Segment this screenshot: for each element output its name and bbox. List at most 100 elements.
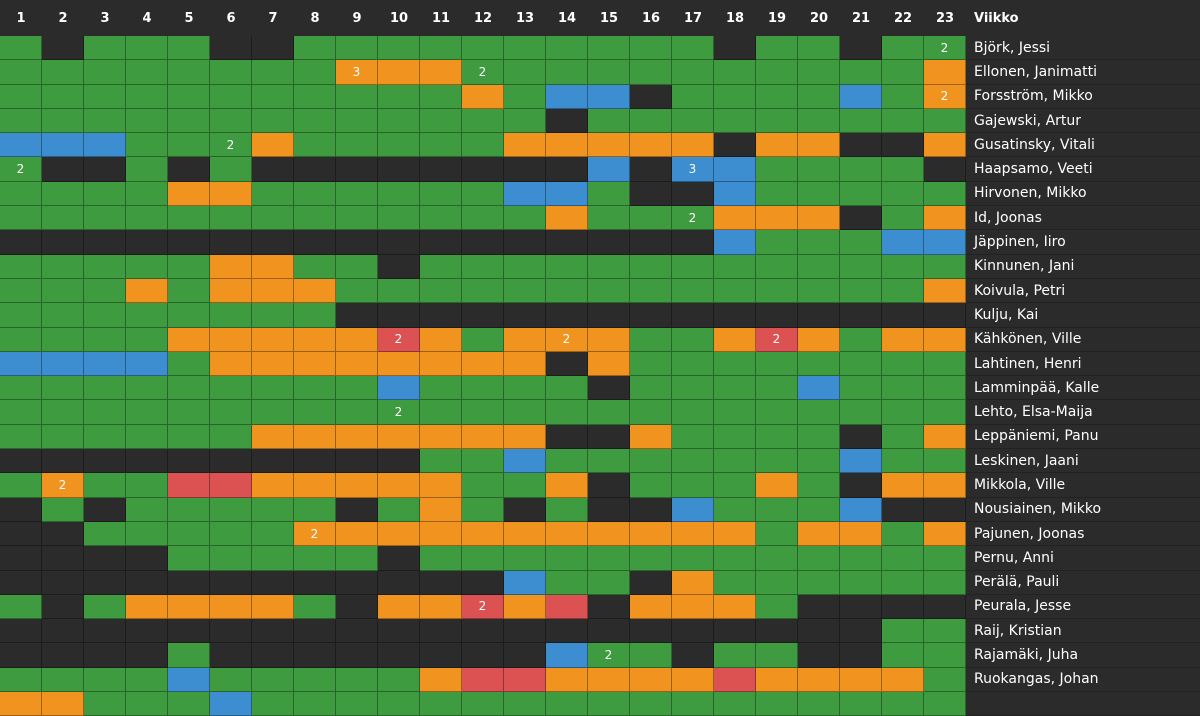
- schedule-cell[interactable]: [882, 497, 924, 522]
- week-header-22[interactable]: 22: [882, 0, 924, 36]
- schedule-cell[interactable]: [714, 327, 756, 352]
- schedule-cell[interactable]: [798, 497, 840, 522]
- schedule-cell[interactable]: [756, 376, 798, 401]
- schedule-cell[interactable]: [882, 667, 924, 693]
- schedule-cell[interactable]: [588, 546, 630, 571]
- schedule-cell[interactable]: [798, 133, 840, 158]
- schedule-cell[interactable]: [840, 157, 882, 182]
- schedule-cell[interactable]: [462, 473, 504, 498]
- schedule-cell[interactable]: [0, 473, 42, 498]
- schedule-cell[interactable]: [504, 254, 546, 279]
- schedule-cell[interactable]: [546, 594, 588, 620]
- schedule-cell[interactable]: [462, 254, 504, 279]
- player-name[interactable]: Peurala, Jesse: [966, 594, 1200, 620]
- schedule-cell[interactable]: [588, 181, 630, 207]
- schedule-cell[interactable]: [126, 692, 168, 716]
- schedule-cell[interactable]: [126, 619, 168, 644]
- schedule-cell[interactable]: [420, 181, 462, 207]
- schedule-cell[interactable]: [798, 667, 840, 693]
- schedule-cell[interactable]: [168, 206, 210, 231]
- schedule-cell[interactable]: [126, 36, 168, 61]
- player-name[interactable]: Perälä, Pauli: [966, 570, 1200, 595]
- schedule-cell[interactable]: [126, 643, 168, 668]
- schedule-cell[interactable]: [168, 619, 210, 644]
- schedule-cell[interactable]: [840, 400, 882, 425]
- schedule-cell[interactable]: [840, 230, 882, 255]
- schedule-cell[interactable]: [672, 667, 714, 693]
- schedule-cell[interactable]: [462, 570, 504, 595]
- schedule-cell[interactable]: [672, 449, 714, 474]
- schedule-cell[interactable]: [420, 400, 462, 425]
- schedule-cell[interactable]: [126, 400, 168, 425]
- schedule-cell[interactable]: [588, 278, 630, 304]
- schedule-cell[interactable]: [252, 546, 294, 571]
- schedule-cell[interactable]: [126, 473, 168, 498]
- schedule-cell[interactable]: [168, 424, 210, 450]
- schedule-cell[interactable]: [798, 108, 840, 134]
- schedule-cell[interactable]: [882, 619, 924, 644]
- schedule-cell[interactable]: [546, 376, 588, 401]
- schedule-cell[interactable]: [210, 424, 252, 450]
- schedule-cell[interactable]: [714, 546, 756, 571]
- schedule-cell[interactable]: [588, 351, 630, 377]
- schedule-cell[interactable]: [252, 230, 294, 255]
- schedule-cell[interactable]: [168, 60, 210, 85]
- player-name[interactable]: Gusatinsky, Vitali: [966, 133, 1200, 158]
- schedule-cell[interactable]: [840, 327, 882, 352]
- schedule-cell[interactable]: [630, 206, 672, 231]
- schedule-cell[interactable]: [504, 36, 546, 61]
- schedule-cell[interactable]: [336, 206, 378, 231]
- week-header-3[interactable]: 3: [84, 0, 126, 36]
- player-name[interactable]: Leskinen, Jaani: [966, 449, 1200, 474]
- schedule-cell[interactable]: [336, 473, 378, 498]
- schedule-cell[interactable]: [840, 594, 882, 620]
- schedule-cell[interactable]: [42, 254, 84, 279]
- schedule-cell[interactable]: [840, 254, 882, 279]
- week-header-8[interactable]: 8: [294, 0, 336, 36]
- schedule-cell[interactable]: [798, 36, 840, 61]
- schedule-cell[interactable]: [882, 449, 924, 474]
- schedule-cell[interactable]: [336, 497, 378, 522]
- schedule-cell[interactable]: [504, 181, 546, 207]
- schedule-cell[interactable]: [756, 36, 798, 61]
- player-name[interactable]: [966, 692, 1200, 716]
- schedule-cell[interactable]: [630, 376, 672, 401]
- schedule-cell[interactable]: [462, 376, 504, 401]
- schedule-cell[interactable]: [882, 521, 924, 547]
- schedule-cell[interactable]: [0, 351, 42, 377]
- schedule-cell[interactable]: [756, 351, 798, 377]
- week-header-13[interactable]: 13: [504, 0, 546, 36]
- schedule-cell[interactable]: [0, 497, 42, 522]
- schedule-cell[interactable]: [462, 303, 504, 328]
- schedule-cell[interactable]: 3: [336, 60, 378, 85]
- schedule-cell[interactable]: [126, 157, 168, 182]
- schedule-cell[interactable]: [210, 692, 252, 716]
- schedule-cell[interactable]: [672, 351, 714, 377]
- schedule-cell[interactable]: [336, 84, 378, 109]
- schedule-cell[interactable]: [714, 619, 756, 644]
- schedule-cell[interactable]: [0, 376, 42, 401]
- name-column-header[interactable]: Viikko: [966, 0, 1200, 36]
- schedule-cell[interactable]: [798, 473, 840, 498]
- schedule-cell[interactable]: [462, 230, 504, 255]
- schedule-cell[interactable]: 3: [672, 157, 714, 182]
- schedule-cell[interactable]: [0, 254, 42, 279]
- schedule-cell[interactable]: [630, 473, 672, 498]
- week-header-5[interactable]: 5: [168, 0, 210, 36]
- schedule-cell[interactable]: [336, 157, 378, 182]
- schedule-cell[interactable]: [336, 351, 378, 377]
- schedule-cell[interactable]: [882, 643, 924, 668]
- player-name[interactable]: Kulju, Kai: [966, 303, 1200, 328]
- schedule-cell[interactable]: 2: [462, 594, 504, 620]
- schedule-cell[interactable]: [336, 546, 378, 571]
- schedule-cell[interactable]: [546, 667, 588, 693]
- schedule-cell[interactable]: [462, 206, 504, 231]
- schedule-cell[interactable]: [0, 327, 42, 352]
- schedule-cell[interactable]: [924, 594, 966, 620]
- schedule-cell[interactable]: [882, 230, 924, 255]
- schedule-cell[interactable]: [672, 84, 714, 109]
- player-name[interactable]: Id, Joonas: [966, 206, 1200, 231]
- schedule-cell[interactable]: [0, 230, 42, 255]
- schedule-cell[interactable]: [756, 108, 798, 134]
- schedule-cell[interactable]: [546, 619, 588, 644]
